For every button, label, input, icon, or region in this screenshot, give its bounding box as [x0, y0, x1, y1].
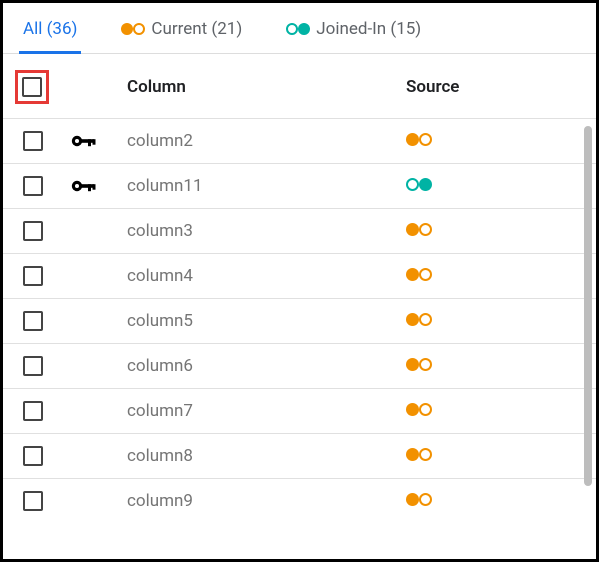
row-checkbox[interactable] — [23, 176, 43, 196]
source-cell — [406, 176, 586, 196]
tab-joined-in[interactable]: Joined-In (15) — [282, 13, 425, 54]
column-name: column6 — [127, 356, 406, 376]
column-name: column8 — [127, 446, 406, 466]
source-current-icon — [406, 313, 432, 326]
column-name: column4 — [127, 266, 406, 286]
tab-all[interactable]: All (36) — [19, 13, 81, 54]
select-all-highlight — [15, 70, 49, 104]
columns-table: Column Source column2column11column3colu… — [3, 54, 596, 558]
source-current-icon — [406, 448, 432, 461]
source-cell — [406, 401, 586, 421]
source-current-icon — [406, 223, 432, 236]
source-cell — [406, 131, 586, 151]
tabs-bar: All (36) Current (21) Joined-In (15) — [3, 3, 596, 54]
current-icon — [121, 23, 145, 35]
source-cell — [406, 221, 586, 241]
header-column: Column — [127, 77, 406, 97]
row-checkbox[interactable] — [23, 131, 43, 151]
source-current-icon — [406, 358, 432, 371]
column-name: column2 — [127, 131, 406, 151]
joined-in-icon — [286, 23, 310, 35]
row-checkbox[interactable] — [23, 491, 43, 511]
source-cell — [406, 311, 586, 331]
source-cell — [406, 491, 586, 511]
column-picker-panel: All (36) Current (21) Joined-In (15) Col… — [0, 0, 599, 562]
source-current-icon — [406, 493, 432, 506]
table-row: column11 — [3, 163, 596, 208]
column-name: column5 — [127, 311, 406, 331]
row-checkbox[interactable] — [23, 311, 43, 331]
column-name: column3 — [127, 221, 406, 241]
row-checkbox[interactable] — [23, 446, 43, 466]
row-checkbox[interactable] — [23, 401, 43, 421]
table-row: column3 — [3, 208, 596, 253]
scrollbar-thumb[interactable] — [584, 126, 592, 486]
source-cell — [406, 446, 586, 466]
column-name: column9 — [127, 491, 406, 511]
select-all-checkbox[interactable] — [22, 77, 42, 97]
tab-joined-label: Joined-In (15) — [316, 19, 421, 39]
source-current-icon — [406, 133, 432, 146]
tab-current[interactable]: Current (21) — [117, 13, 246, 54]
header-source: Source — [406, 77, 586, 97]
source-cell — [406, 266, 586, 286]
source-joined-icon — [406, 178, 432, 191]
source-current-icon — [406, 403, 432, 416]
table-row: column4 — [3, 253, 596, 298]
row-checkbox[interactable] — [23, 221, 43, 241]
table-row: column9 — [3, 478, 596, 523]
table-body: column2 column11 column3 column4 column5 colu… — [3, 118, 596, 523]
key-icon — [71, 178, 97, 194]
table-row: column7 — [3, 388, 596, 433]
table-row: column2 — [3, 118, 596, 163]
table-header-row: Column Source — [3, 54, 596, 118]
table-row: column5 — [3, 298, 596, 343]
key-icon — [71, 133, 97, 149]
row-checkbox[interactable] — [23, 266, 43, 286]
table-row: column8 — [3, 433, 596, 478]
column-name: column11 — [127, 176, 406, 196]
table-row: column6 — [3, 343, 596, 388]
column-name: column7 — [127, 401, 406, 421]
tab-current-label: Current (21) — [151, 19, 242, 39]
tab-all-label: All (36) — [23, 19, 77, 39]
row-checkbox[interactable] — [23, 356, 43, 376]
source-current-icon — [406, 268, 432, 281]
source-cell — [406, 356, 586, 376]
